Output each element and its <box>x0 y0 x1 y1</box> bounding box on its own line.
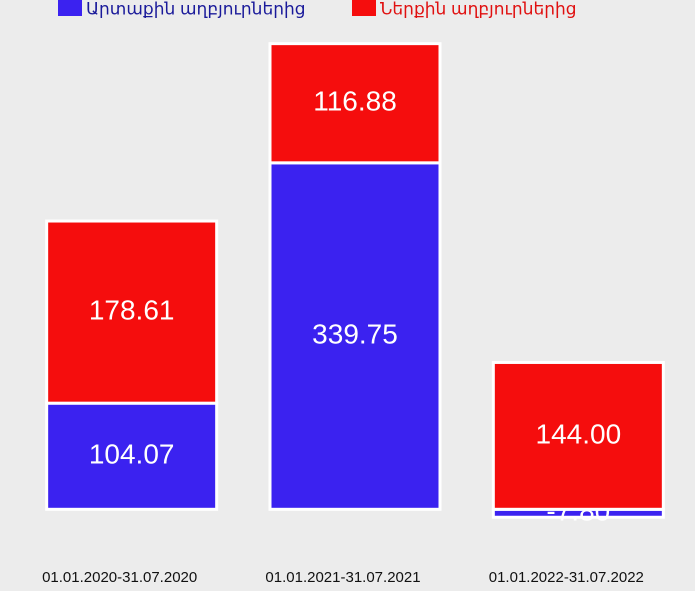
bar-segment <box>45 219 219 405</box>
legend-label: Ներքին աղբյուրներից <box>380 0 577 18</box>
legend-label: Արտաքին աղբյուրներից <box>86 0 306 18</box>
bar-segment <box>268 42 442 165</box>
legend-swatch <box>352 0 376 16</box>
value-label: 339.75 <box>312 318 398 349</box>
bar-segment <box>45 401 219 511</box>
x-tick-label: 01.01.2022-31.07.2022 <box>489 569 644 586</box>
value-label: 116.88 <box>313 86 397 117</box>
value-label: 144.00 <box>536 418 622 449</box>
x-tick-label: 01.01.2021-31.07.2021 <box>265 569 420 586</box>
value-label: 104.07 <box>89 439 175 470</box>
legend-swatch <box>58 0 82 16</box>
value-label: 178.61 <box>89 294 175 325</box>
x-tick-label: 01.01.2020-31.07.2020 <box>42 569 197 586</box>
bar-segment <box>491 360 665 511</box>
